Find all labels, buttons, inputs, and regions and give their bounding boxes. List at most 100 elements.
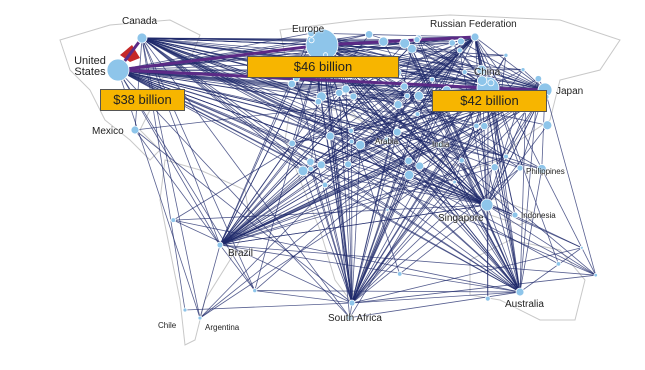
node bbox=[385, 207, 390, 212]
trade-link bbox=[399, 204, 488, 275]
node bbox=[308, 37, 315, 44]
trade-link bbox=[184, 302, 353, 311]
node bbox=[287, 79, 296, 89]
trade-link bbox=[117, 69, 331, 137]
trade-link bbox=[199, 87, 489, 319]
country-label: Russian Federation bbox=[430, 19, 517, 30]
trade-link bbox=[310, 168, 353, 304]
node bbox=[106, 58, 130, 82]
node bbox=[473, 122, 480, 130]
trade-link bbox=[347, 164, 521, 293]
trade-link bbox=[519, 168, 543, 293]
trade-link bbox=[345, 88, 488, 206]
trade-link bbox=[351, 36, 476, 304]
node bbox=[448, 39, 456, 47]
node bbox=[335, 88, 344, 97]
node bbox=[348, 127, 354, 134]
trade-link bbox=[219, 244, 596, 276]
node bbox=[415, 161, 425, 171]
node bbox=[429, 76, 436, 83]
value-callout: $42 billion bbox=[432, 90, 547, 112]
trade-link bbox=[325, 54, 353, 304]
trade-link bbox=[351, 79, 433, 304]
node bbox=[307, 165, 314, 173]
major-link bbox=[117, 68, 489, 90]
country-label: Arabia bbox=[375, 137, 399, 146]
trade-link bbox=[351, 89, 546, 304]
trade-link bbox=[417, 36, 476, 115]
node bbox=[392, 127, 402, 137]
node bbox=[348, 138, 355, 145]
trade-link bbox=[219, 161, 311, 246]
trade-link bbox=[134, 37, 143, 131]
trade-link bbox=[141, 37, 323, 46]
trade-link bbox=[219, 244, 256, 291]
trade-link bbox=[117, 69, 304, 172]
trade-link bbox=[311, 32, 489, 89]
trade-link bbox=[486, 167, 521, 206]
node bbox=[461, 69, 468, 76]
trade-link bbox=[141, 37, 293, 144]
node bbox=[297, 165, 309, 177]
node bbox=[470, 32, 480, 42]
country-label: Europe bbox=[292, 24, 325, 35]
node bbox=[516, 164, 524, 172]
trade-link bbox=[474, 36, 597, 276]
trade-link bbox=[141, 37, 351, 318]
trade-link bbox=[324, 184, 521, 293]
country-label: India bbox=[432, 140, 450, 149]
node bbox=[593, 272, 598, 278]
trade-link bbox=[321, 44, 353, 304]
trade-link bbox=[141, 37, 361, 146]
node bbox=[503, 52, 509, 58]
trade-link bbox=[351, 160, 463, 304]
trade-link bbox=[219, 156, 507, 246]
node bbox=[364, 30, 374, 39]
trade-link bbox=[173, 219, 521, 293]
node bbox=[252, 288, 258, 294]
node bbox=[397, 271, 403, 277]
trade-link bbox=[141, 37, 311, 163]
node bbox=[307, 29, 316, 38]
node bbox=[349, 92, 358, 101]
node bbox=[182, 307, 188, 313]
trade-link bbox=[291, 36, 476, 144]
node bbox=[480, 198, 494, 212]
trade-link bbox=[474, 36, 559, 264]
node bbox=[458, 157, 465, 164]
country-label: Argentina bbox=[205, 323, 240, 332]
node bbox=[542, 120, 553, 131]
trade-link bbox=[487, 87, 521, 293]
trade-link bbox=[254, 290, 353, 304]
node bbox=[346, 314, 354, 322]
trade-link bbox=[302, 170, 353, 304]
trade-link bbox=[349, 87, 489, 318]
node bbox=[344, 160, 352, 169]
trade-link bbox=[199, 244, 221, 319]
node bbox=[383, 136, 391, 144]
node bbox=[503, 153, 509, 160]
node bbox=[130, 125, 140, 135]
trade-link bbox=[418, 95, 488, 206]
node bbox=[325, 131, 335, 141]
trade-link bbox=[219, 165, 420, 246]
node bbox=[404, 156, 413, 166]
node bbox=[456, 47, 463, 54]
node bbox=[216, 241, 224, 249]
trade-link bbox=[219, 92, 340, 246]
trade-link bbox=[219, 204, 488, 246]
trade-link bbox=[486, 55, 507, 206]
trade-link bbox=[117, 69, 201, 319]
node bbox=[452, 179, 457, 185]
trade-link bbox=[321, 44, 546, 91]
country-label: Canada bbox=[122, 16, 158, 27]
country-label: Chile bbox=[158, 321, 177, 330]
trade-link bbox=[321, 164, 521, 293]
country-label: Singapore bbox=[438, 213, 484, 224]
node bbox=[306, 157, 315, 166]
node bbox=[511, 211, 519, 219]
node bbox=[413, 90, 424, 101]
trade-link bbox=[349, 291, 521, 319]
node bbox=[555, 261, 562, 267]
trade-link bbox=[338, 92, 353, 304]
